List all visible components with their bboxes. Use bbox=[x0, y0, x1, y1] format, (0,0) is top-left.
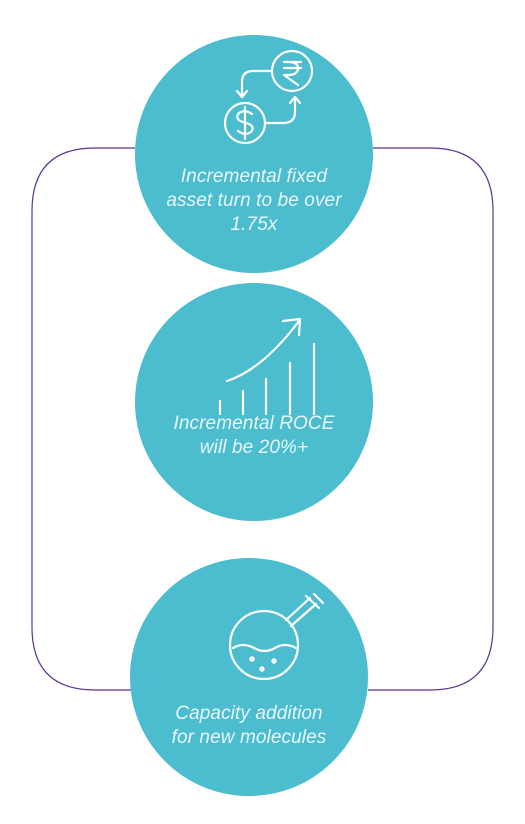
flask-icon bbox=[228, 592, 325, 681]
step-caption: Incremental ROCE will be 20%+ bbox=[135, 412, 373, 460]
step-circle-asset-turn: Incremental fixed asset turn to be over … bbox=[135, 35, 373, 273]
step-caption: Incremental fixed asset turn to be over … bbox=[135, 165, 373, 237]
caption-line: Incremental fixed bbox=[180, 166, 328, 187]
caption-line: will be 20%+ bbox=[199, 437, 309, 458]
caption-line: 1.75x bbox=[230, 214, 278, 235]
caption-line: Incremental ROCE bbox=[173, 413, 335, 434]
caption-line: asset turn to be over bbox=[166, 190, 342, 211]
caption-line: Capacity addition bbox=[175, 703, 323, 724]
step-circle-roce: Incremental ROCE will be 20%+ bbox=[135, 283, 373, 521]
step-caption: Capacity addition for new molecules bbox=[130, 702, 368, 750]
currency-exchange-icon bbox=[223, 49, 314, 145]
step-circle-capacity: Capacity addition for new molecules bbox=[130, 558, 368, 796]
caption-line: for new molecules bbox=[171, 727, 327, 748]
growth-chart-icon bbox=[218, 317, 316, 416]
